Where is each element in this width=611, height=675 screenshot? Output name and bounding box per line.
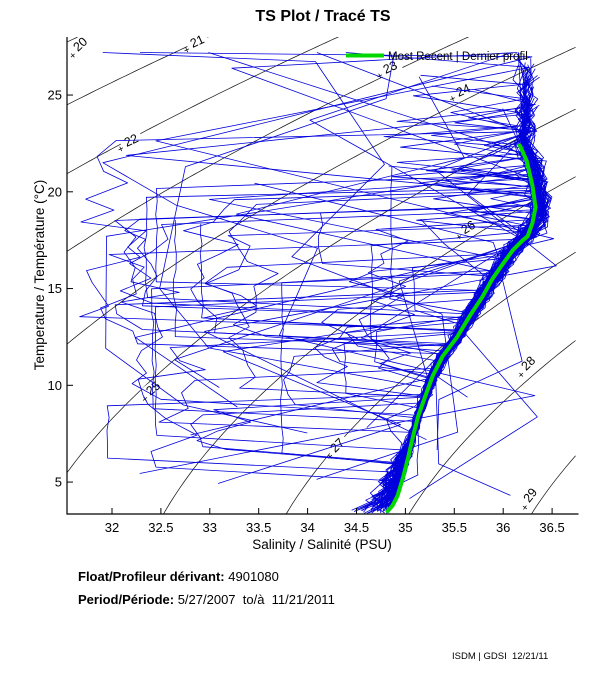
- x-tick-label: 36: [496, 520, 510, 535]
- y-tick-label: 10: [48, 378, 62, 393]
- credit-text: ISDM | GDSI 12/21/11: [452, 651, 549, 662]
- legend: Most Recent | Dernier profil: [346, 51, 528, 63]
- x-tick-label: 35: [398, 520, 412, 535]
- float-id-label: Float/Profileur dérivant:: [78, 569, 225, 584]
- svg-text:+: +: [448, 93, 458, 105]
- most-recent-profile-line: [385, 143, 538, 514]
- profile-line: [377, 109, 548, 505]
- x-axis-label: Salinity / Salinité (PSU): [252, 537, 392, 552]
- float-id-value: 4901080: [228, 569, 279, 584]
- svg-text:+: +: [116, 143, 126, 156]
- profile-line: [102, 52, 459, 480]
- profile-line: [137, 185, 547, 502]
- svg-text:+: +: [67, 50, 79, 62]
- x-tick-label: 32.5: [148, 520, 173, 535]
- x-tick-label: 34.5: [344, 520, 369, 535]
- most-recent-profile-layer: [385, 143, 538, 514]
- x-tick-label: 34: [300, 520, 314, 535]
- profile-line: [158, 203, 538, 497]
- profile-line: [102, 52, 536, 474]
- profile-line: [369, 101, 546, 506]
- x-tick-label: 33.5: [246, 520, 271, 535]
- profile-line: [79, 87, 538, 511]
- svg-text:+: +: [516, 369, 528, 381]
- axes-layer: 32 32.5 33 33.5 34 34.5 35 35.5 36 36.5 5 10 15 20 25: [48, 37, 579, 535]
- profile-line: [183, 118, 539, 508]
- svg-text:29: 29: [521, 485, 541, 505]
- y-tick-label: 20: [48, 184, 62, 199]
- x-tick-label: 33: [203, 520, 217, 535]
- profile-line: [190, 52, 548, 436]
- y-tick-label: 25: [48, 88, 62, 103]
- legend-label: Most Recent | Dernier profil: [388, 51, 528, 63]
- y-tick-label: 5: [55, 475, 62, 490]
- svg-text:+: +: [519, 502, 531, 514]
- profile-line: [135, 52, 555, 408]
- historical-profiles-layer: [79, 52, 557, 514]
- period-line: Period/Période: 5/27/2007 to/à 11/21/201…: [78, 592, 335, 607]
- profile-line: [348, 89, 545, 482]
- contour-label-25: +25: [140, 376, 166, 406]
- period-value: 5/27/2007 to/à 11/21/2011: [177, 592, 335, 607]
- x-tick-label: 35.5: [442, 520, 467, 535]
- y-axis-label: Temperature / Température (°C): [32, 180, 47, 370]
- axis-lines: [66, 37, 579, 515]
- plot-title: TS Plot / Tracé TS: [255, 8, 390, 25]
- profile-line: [371, 64, 545, 500]
- profile-line: [217, 52, 522, 484]
- svg-text:21: 21: [188, 32, 207, 51]
- contour-label-21: +21: [182, 30, 210, 57]
- contour-label-29: +29: [518, 482, 542, 514]
- x-tick-label: 32: [105, 520, 119, 535]
- profile-line: [353, 103, 540, 512]
- y-tick-label: 15: [48, 281, 62, 296]
- profile-line: [409, 52, 538, 499]
- profile-line: [204, 148, 552, 486]
- contour-label-20: +20: [67, 31, 93, 62]
- svg-text:+: +: [182, 44, 192, 57]
- svg-text:25: 25: [144, 379, 164, 399]
- svg-text:23: 23: [381, 58, 400, 77]
- float-id-line: Float/Profileur dérivant: 4901080: [78, 569, 279, 584]
- period-label: Period/Période:: [78, 592, 175, 607]
- contour-label-28: +28: [515, 350, 541, 381]
- x-tick-label: 36.5: [539, 520, 564, 535]
- profile-line: [100, 238, 519, 493]
